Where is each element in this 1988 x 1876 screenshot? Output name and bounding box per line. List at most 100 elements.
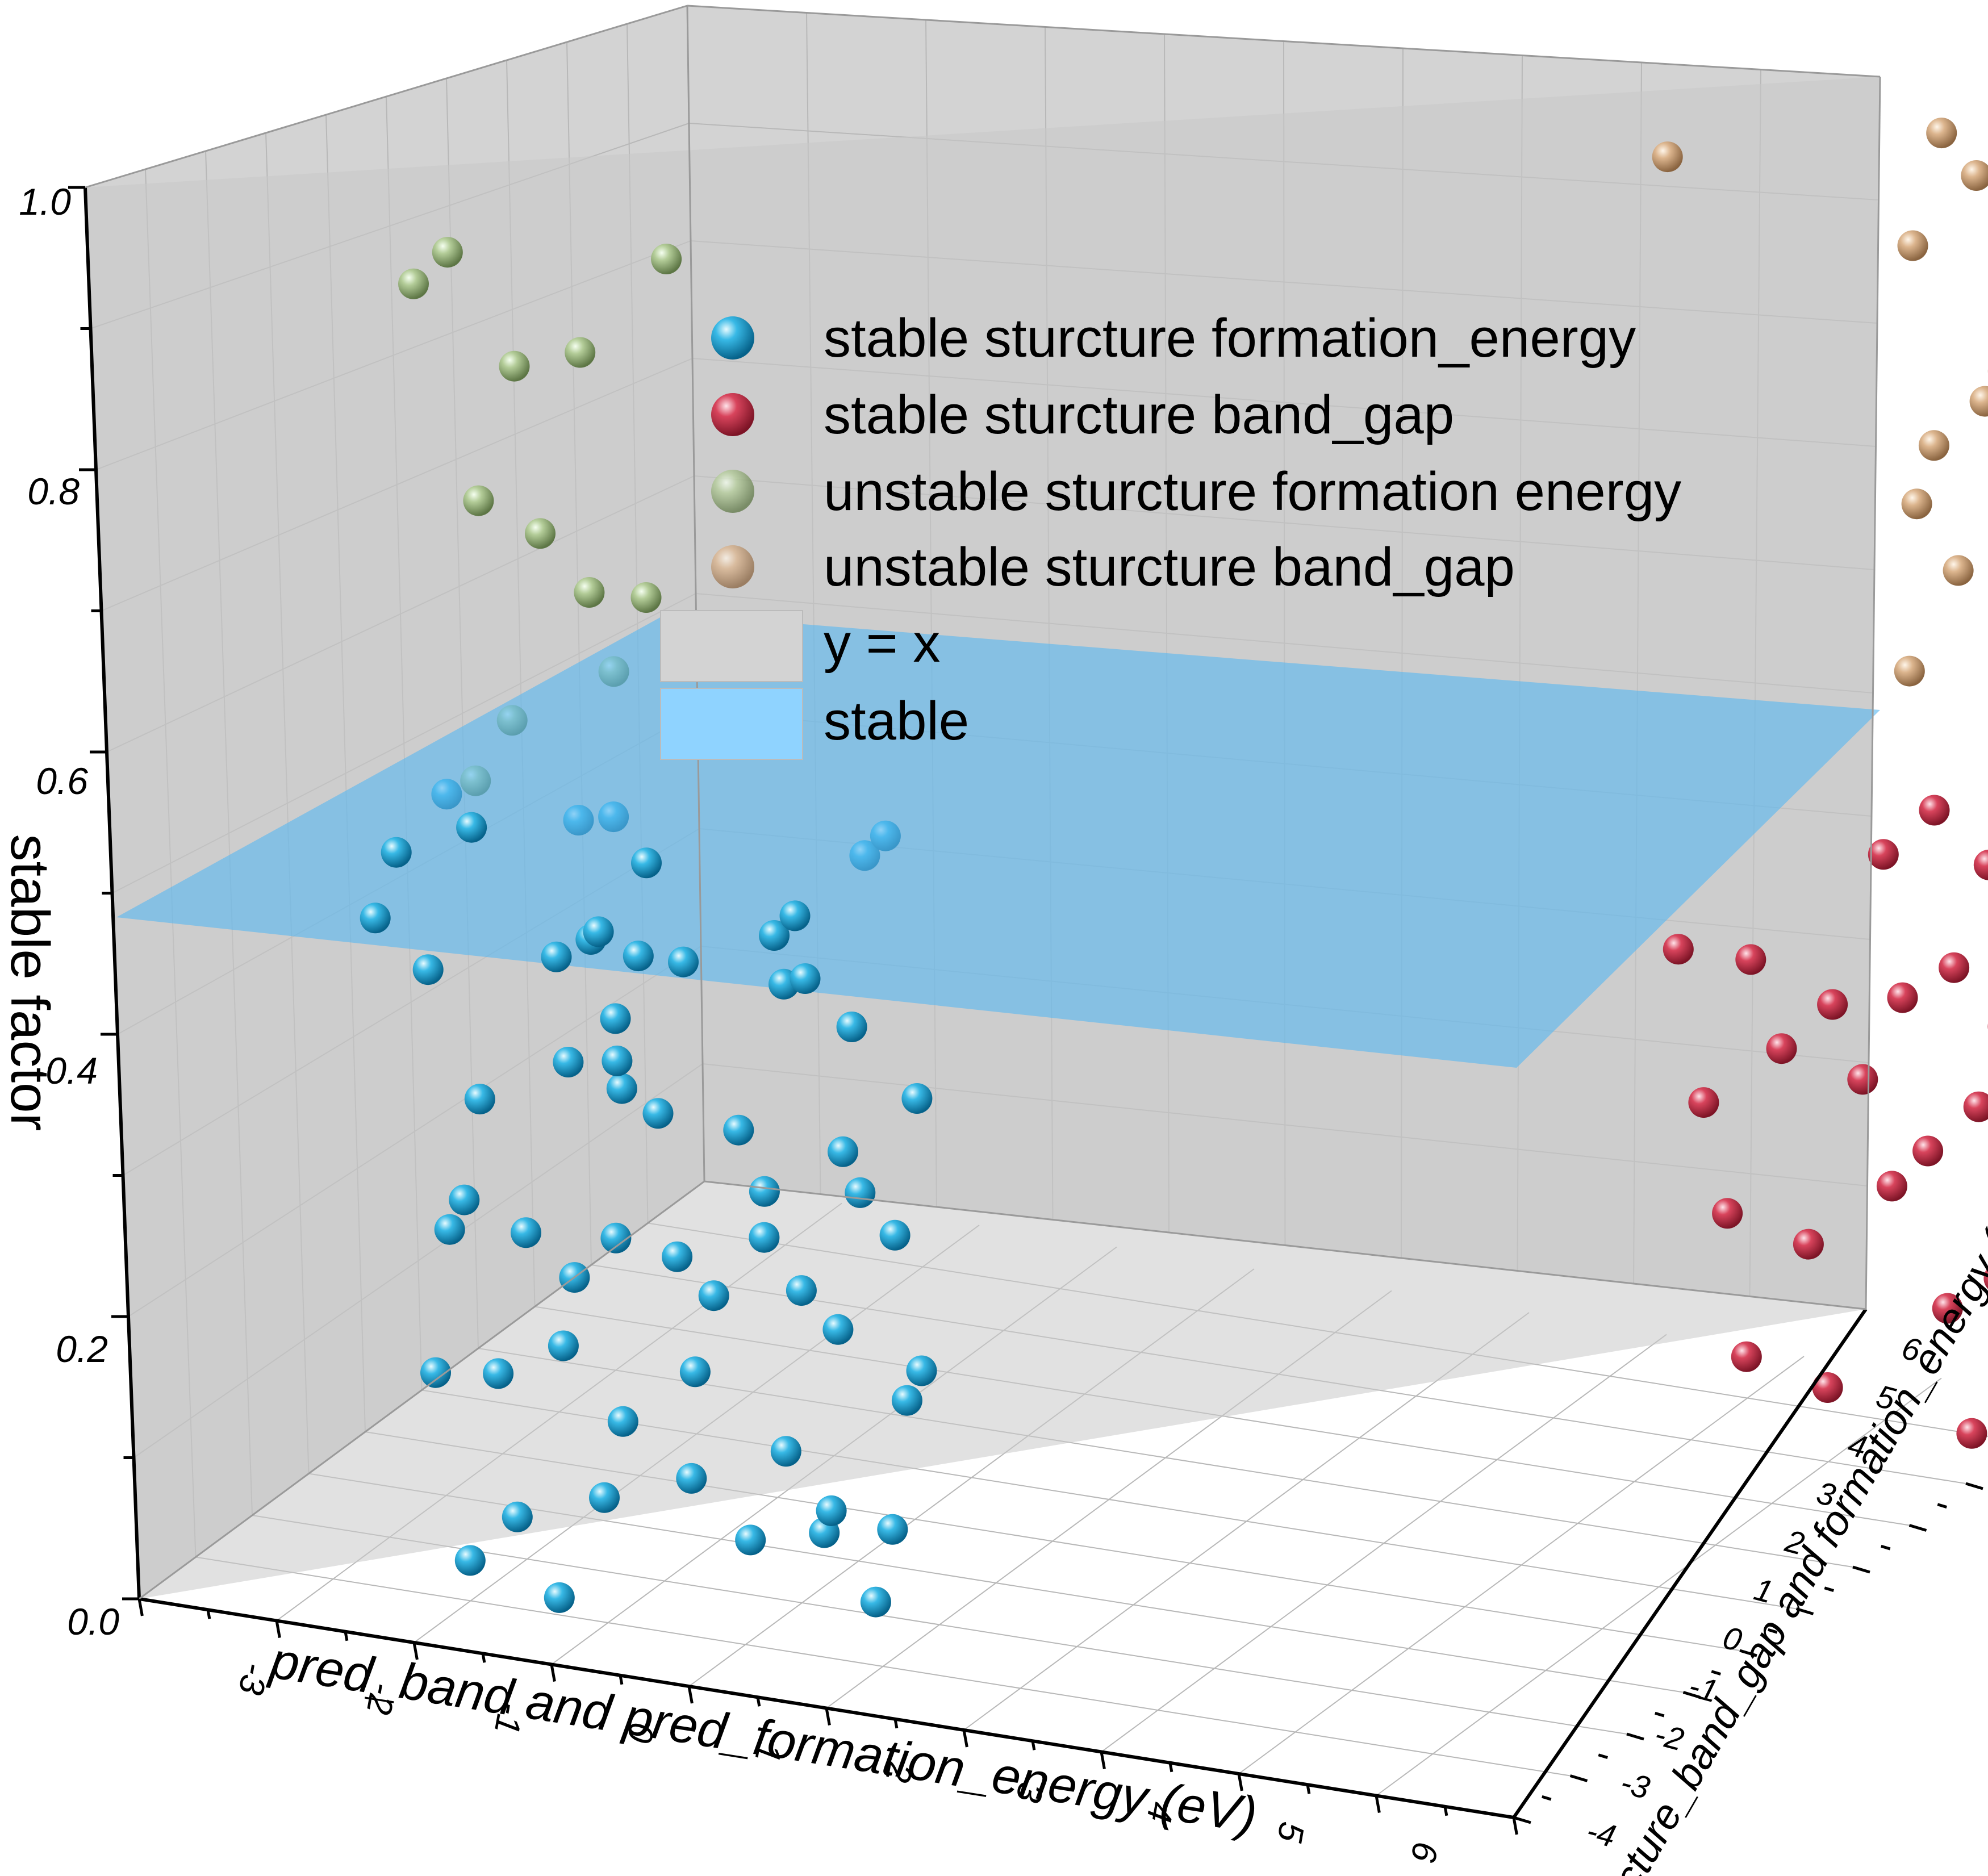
- point-stable-formation-energy: [454, 1545, 486, 1576]
- point-stable-band-gap: [1735, 944, 1766, 975]
- z-tick-label: 0.6: [36, 760, 88, 802]
- point-stable-band-gap: [1939, 952, 1970, 983]
- point-unstable-formation-energy: [499, 350, 530, 382]
- x-tick-mark: [825, 1708, 831, 1725]
- x-tick-mark: [550, 1664, 556, 1682]
- point-stable-band-gap: [1887, 982, 1918, 1013]
- y-tick-mark: [1542, 1795, 1552, 1801]
- point-stable-formation-energy: [548, 1330, 579, 1361]
- x-tick-mark: [893, 1719, 899, 1729]
- point-stable-band-gap: [1766, 1033, 1797, 1064]
- y-tick-mark: [1881, 1544, 1891, 1551]
- y-axis-line: [1512, 1308, 1868, 1819]
- y-tick-mark: [1569, 1774, 1588, 1782]
- point-stable-band-gap: [1876, 1171, 1907, 1202]
- y-tick-mark: [1824, 1586, 1834, 1592]
- point-stable-band-gap: [1793, 1229, 1824, 1260]
- point-unstable-band-gap: [1969, 386, 1988, 417]
- x-tick-mark: [1375, 1795, 1381, 1813]
- x-tick-mark: [1512, 1817, 1518, 1835]
- point-stable-formation-energy: [420, 1357, 451, 1388]
- x-tick-label: 5: [1269, 1819, 1312, 1845]
- point-stable-formation-energy: [541, 941, 572, 972]
- x-tick-mark: [344, 1631, 349, 1641]
- point-stable-formation-energy: [642, 1098, 674, 1129]
- x-tick-label: -3: [231, 1660, 275, 1698]
- legend-label: unstable sturcture band_gap: [824, 537, 1515, 598]
- z-tick-label: 0.8: [27, 470, 80, 512]
- point-stable-formation-energy: [679, 1356, 711, 1388]
- x-tick-mark: [756, 1697, 761, 1707]
- x-tick-mark: [137, 1598, 144, 1616]
- point-stable-formation-energy: [901, 1083, 933, 1114]
- x-tick-label: 6: [1403, 1839, 1445, 1865]
- point-stable-formation-energy: [676, 1463, 707, 1494]
- point-stable-formation-energy: [483, 1358, 514, 1389]
- legend-entry: stable: [660, 688, 969, 760]
- x-tick-mark: [1306, 1784, 1311, 1794]
- point-unstable-formation-energy: [630, 582, 662, 613]
- point-stable-formation-energy: [662, 1241, 693, 1272]
- point-stable-band-gap: [1956, 1418, 1987, 1449]
- legend-marker-unstable-formation-energy: [711, 470, 754, 513]
- point-stable-formation-energy: [589, 1482, 620, 1513]
- point-unstable-formation-energy: [398, 268, 429, 299]
- point-stable-formation-energy: [668, 946, 699, 977]
- x-tick-mark: [619, 1675, 624, 1685]
- point-stable-formation-energy: [607, 1406, 638, 1437]
- point-stable-band-gap: [1963, 1091, 1988, 1122]
- point-stable-formation-energy: [602, 1045, 633, 1076]
- x-tick-mark: [412, 1642, 419, 1660]
- x-tick-mark: [1031, 1740, 1036, 1750]
- point-unstable-formation-energy: [574, 577, 605, 608]
- legend-patch-y-equals-x: [660, 610, 803, 682]
- point-unstable-band-gap: [1918, 430, 1949, 461]
- point-unstable-formation-energy: [565, 337, 596, 368]
- point-stable-formation-energy: [790, 963, 821, 994]
- legend-entry: y = x: [660, 610, 940, 682]
- x-tick-mark: [1443, 1806, 1448, 1816]
- point-stable-formation-energy: [464, 1084, 495, 1115]
- x-tick-label: -1: [487, 1700, 531, 1737]
- point-stable-formation-energy: [779, 900, 811, 931]
- point-stable-formation-energy: [828, 1136, 858, 1167]
- point-unstable-formation-energy: [651, 244, 682, 274]
- point-unstable-formation-energy: [432, 237, 463, 268]
- point-stable-band-gap: [1983, 1268, 1988, 1289]
- point-stable-formation-energy: [360, 903, 391, 934]
- y-tick-mark: [1739, 1649, 1757, 1657]
- point-unstable-band-gap: [1897, 230, 1928, 261]
- x-tick-mark: [1100, 1752, 1106, 1769]
- point-stable-formation-energy: [759, 920, 790, 951]
- point-unstable-band-gap: [1652, 141, 1683, 173]
- y-tick-mark: [1626, 1732, 1644, 1741]
- point-stable-formation-energy: [600, 1003, 631, 1034]
- grid-line: [1376, 1377, 1942, 1796]
- point-stable-formation-energy: [511, 1217, 541, 1248]
- point-stable-band-gap: [1731, 1341, 1762, 1372]
- x-tick-mark: [1168, 1762, 1173, 1773]
- x-tick-mark: [687, 1686, 694, 1704]
- legend-label: stable sturcture formation_energy: [824, 308, 1636, 369]
- point-stable-formation-energy: [891, 1385, 922, 1416]
- legend-marker-stable-formation-energy: [711, 316, 754, 360]
- point-stable-band-gap: [1932, 1293, 1963, 1324]
- legend-entry: unstable sturcture band_gap: [711, 537, 1515, 598]
- point-unstable-formation-energy: [525, 518, 556, 549]
- point-stable-formation-energy: [381, 837, 412, 868]
- z-tick-label: 1.0: [19, 181, 71, 223]
- y-tick-label: -4: [1583, 1812, 1619, 1854]
- point-unstable-band-gap: [1901, 488, 1932, 520]
- z-tick-label: 0.2: [56, 1328, 108, 1370]
- tick-marks: [68, 186, 1983, 1835]
- point-stable-band-gap: [1973, 849, 1988, 880]
- point-unstable-band-gap: [1926, 118, 1957, 149]
- point-stable-formation-energy: [877, 1514, 908, 1545]
- box-edges: [85, 5, 1881, 1600]
- legend-marker-stable-band-gap: [711, 393, 754, 436]
- z-tick-label: 0.0: [67, 1601, 119, 1643]
- grid-line: [963, 1312, 1530, 1731]
- point-stable-formation-energy: [600, 1222, 632, 1254]
- x-tick-label: -2: [359, 1680, 403, 1718]
